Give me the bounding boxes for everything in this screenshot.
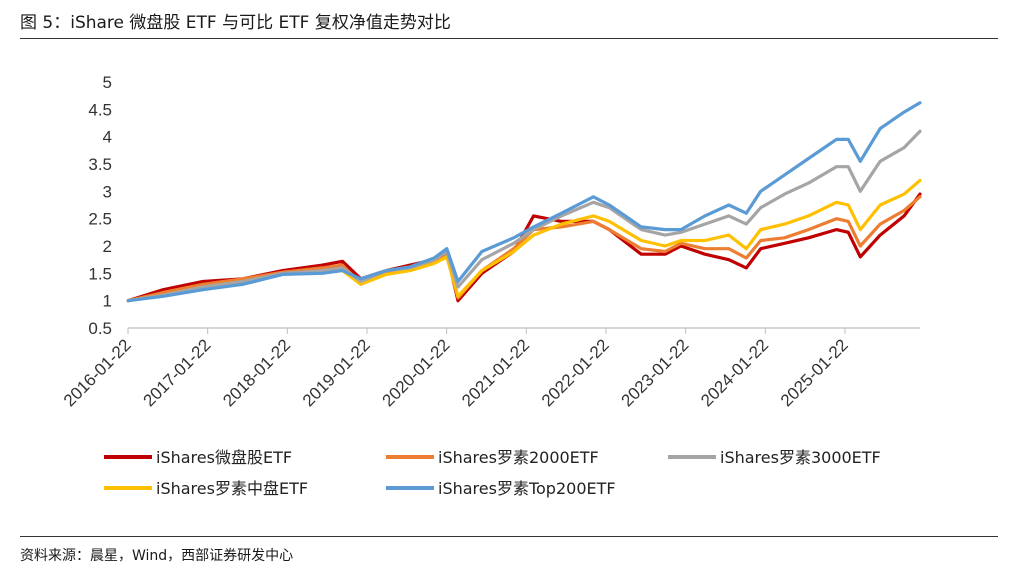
x-tick-label: 2021-01-22 (458, 335, 533, 410)
plot-area (126, 101, 922, 303)
legend-label: iShares罗素Top200ETF (438, 479, 616, 498)
x-tick-label: 2018-01-22 (219, 335, 294, 410)
x-tick-label: 2023-01-22 (618, 335, 693, 410)
y-tick-label: 2 (103, 237, 112, 256)
x-tick-label: 2020-01-22 (379, 335, 454, 410)
legend-label: iShares罗素3000ETF (720, 448, 881, 467)
y-tick-label: 3 (103, 182, 112, 201)
figure-title: 图 5：iShare 微盘股 ETF 与可比 ETF 复权净值走势对比 (20, 13, 451, 33)
y-tick-label: 4.5 (88, 100, 112, 119)
x-tick-label: 2016-01-22 (60, 335, 135, 410)
bottom-rule (20, 536, 998, 537)
x-axis: 2016-01-22 2017-01-22 2018-01-22 2019-01-22… (60, 327, 920, 410)
y-tick-label: 0.5 (88, 319, 112, 338)
y-tick-label: 1.5 (88, 264, 112, 283)
y-tick-label: 2.5 (88, 210, 112, 229)
source-note: 资料来源：晨星，Wind，西部证券研发中心 (20, 548, 294, 564)
top-rule (20, 38, 998, 39)
series-line-3 (126, 129, 922, 303)
legend-label: iShares微盘股ETF (156, 448, 292, 467)
x-tick-label: 2022-01-22 (538, 335, 613, 410)
series-line-2 (126, 195, 922, 303)
y-tick-label: 5 (103, 73, 112, 92)
series-line-5 (126, 101, 922, 303)
x-tick-label: 2017-01-22 (140, 335, 215, 410)
y-axis: 0.5 1 1.5 2 2.5 3 3.5 4 4.5 5 (88, 73, 112, 338)
legend-label: iShares罗素中盘ETF (156, 479, 308, 498)
x-tick-label: 2019-01-22 (299, 335, 374, 410)
x-tick-label: 2025-01-22 (777, 335, 852, 410)
x-tick-label: 2024-01-22 (697, 335, 772, 410)
y-tick-label: 3.5 (88, 155, 112, 174)
legend: iShares微盘股ETF iShares罗素2000ETF iShares罗素30… (104, 448, 881, 498)
legend-label: iShares罗素2000ETF (438, 448, 599, 467)
y-tick-label: 1 (103, 292, 112, 311)
y-tick-label: 4 (103, 128, 112, 147)
